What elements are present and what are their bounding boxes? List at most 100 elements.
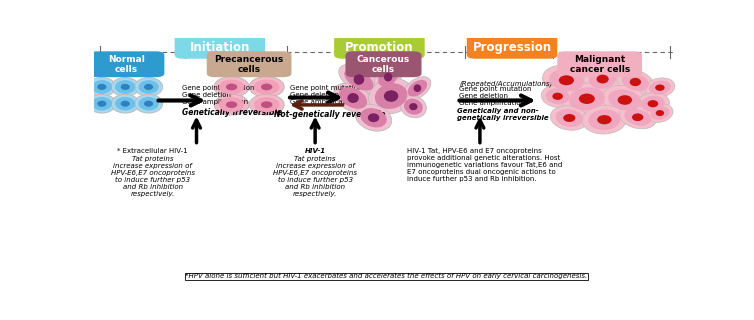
Ellipse shape [339, 87, 367, 109]
Text: Promotion: Promotion [345, 41, 414, 53]
Ellipse shape [589, 69, 616, 89]
Ellipse shape [261, 84, 272, 90]
Ellipse shape [569, 87, 605, 110]
FancyBboxPatch shape [467, 35, 557, 59]
Ellipse shape [655, 84, 664, 91]
Ellipse shape [219, 79, 244, 94]
Text: Gene point mutation
Gene deletion
Gene amplification: Gene point mutation Gene deletion Gene a… [459, 86, 532, 107]
Ellipse shape [409, 103, 418, 110]
Text: Cancerous
cells: Cancerous cells [357, 55, 410, 74]
Ellipse shape [97, 101, 106, 107]
Ellipse shape [139, 97, 159, 110]
Ellipse shape [541, 85, 574, 108]
Text: Precancerous
cells: Precancerous cells [214, 55, 284, 74]
Text: * Extracellular HIV-1: * Extracellular HIV-1 [118, 148, 188, 154]
Ellipse shape [647, 104, 673, 122]
Ellipse shape [404, 99, 423, 115]
Ellipse shape [339, 64, 379, 95]
Text: Gene point mutation
Gene deletion
Gene amplification: Gene point mutation Gene deletion Gene a… [182, 85, 254, 105]
Text: Not-genetically reversible: Not-genetically reversible [274, 110, 385, 119]
Ellipse shape [334, 83, 372, 113]
Text: Genetically irreversible: Genetically irreversible [182, 108, 282, 117]
Ellipse shape [543, 65, 590, 95]
FancyBboxPatch shape [334, 35, 425, 59]
FancyBboxPatch shape [345, 51, 421, 77]
Ellipse shape [408, 80, 427, 97]
Ellipse shape [630, 78, 641, 86]
Ellipse shape [214, 94, 249, 115]
FancyBboxPatch shape [557, 51, 642, 77]
Ellipse shape [617, 69, 654, 94]
Ellipse shape [111, 77, 139, 96]
Ellipse shape [87, 94, 116, 113]
Ellipse shape [369, 78, 413, 114]
Text: HIV-1: HIV-1 [305, 148, 326, 154]
Ellipse shape [134, 77, 163, 96]
Ellipse shape [249, 76, 284, 97]
Ellipse shape [261, 101, 272, 108]
Ellipse shape [563, 114, 575, 122]
Ellipse shape [602, 85, 648, 115]
Ellipse shape [384, 73, 392, 82]
Ellipse shape [619, 106, 656, 129]
Ellipse shape [134, 94, 163, 113]
Ellipse shape [92, 97, 112, 110]
Ellipse shape [226, 101, 238, 108]
Text: Gene point mutation
Gene deletion
Gene amplification: Gene point mutation Gene deletion Gene a… [290, 85, 363, 105]
Text: Normal
cells: Normal cells [108, 55, 145, 74]
Ellipse shape [636, 92, 670, 115]
FancyBboxPatch shape [88, 51, 164, 77]
Ellipse shape [588, 109, 621, 130]
Text: Tat proteins
increase expression of
HPV-E6,E7 oncoproteins
to induce further p53: Tat proteins increase expression of HPV-… [111, 156, 195, 197]
Ellipse shape [400, 96, 426, 118]
Ellipse shape [97, 84, 106, 90]
Ellipse shape [597, 115, 611, 124]
Ellipse shape [651, 106, 670, 120]
Text: (Repeated/Accumulations): (Repeated/Accumulations) [459, 80, 553, 87]
Ellipse shape [144, 84, 153, 90]
Ellipse shape [354, 74, 364, 85]
Text: Initiation: Initiation [190, 41, 250, 53]
Ellipse shape [121, 101, 130, 107]
Ellipse shape [656, 110, 664, 116]
Ellipse shape [92, 80, 112, 94]
FancyBboxPatch shape [207, 51, 292, 77]
FancyBboxPatch shape [175, 35, 265, 59]
Ellipse shape [374, 64, 402, 91]
Ellipse shape [559, 75, 574, 85]
Ellipse shape [121, 84, 130, 90]
Ellipse shape [550, 106, 588, 130]
Ellipse shape [254, 79, 279, 94]
Ellipse shape [579, 93, 595, 104]
Ellipse shape [249, 94, 284, 115]
Ellipse shape [608, 89, 642, 111]
Ellipse shape [641, 96, 665, 112]
Ellipse shape [368, 113, 379, 122]
Ellipse shape [144, 101, 153, 107]
Ellipse shape [139, 80, 159, 94]
Ellipse shape [546, 88, 569, 104]
Ellipse shape [384, 90, 398, 102]
Text: HIV-1 Tat, HPV-E6 and E7 oncoproteins
provoke additional genetic alterations. Ho: HIV-1 Tat, HPV-E6 and E7 oncoproteins pr… [407, 148, 562, 182]
Ellipse shape [645, 78, 675, 98]
Ellipse shape [648, 100, 658, 107]
Ellipse shape [649, 81, 671, 95]
Text: Tat proteins
increase expression of
HPV-E6,E7 oncoproteins
to induce further p53: Tat proteins increase expression of HPV-… [273, 156, 357, 197]
Ellipse shape [115, 97, 136, 110]
Text: *HPV alone is sufficient but HIV-1 exacerbates and accelerates the effects of HP: *HPV alone is sufficient but HIV-1 exace… [185, 273, 587, 279]
Ellipse shape [596, 75, 608, 84]
Text: Malignant
cancer cells: Malignant cancer cells [569, 55, 630, 74]
Ellipse shape [379, 68, 398, 87]
Text: Progression: Progression [473, 41, 552, 53]
Ellipse shape [562, 83, 611, 115]
Ellipse shape [115, 80, 136, 94]
Ellipse shape [584, 66, 621, 92]
Ellipse shape [556, 109, 583, 127]
Ellipse shape [549, 69, 584, 91]
Ellipse shape [219, 97, 244, 112]
Ellipse shape [622, 73, 649, 91]
Ellipse shape [214, 76, 249, 97]
Ellipse shape [375, 83, 407, 109]
Ellipse shape [414, 84, 421, 92]
Ellipse shape [582, 105, 627, 134]
